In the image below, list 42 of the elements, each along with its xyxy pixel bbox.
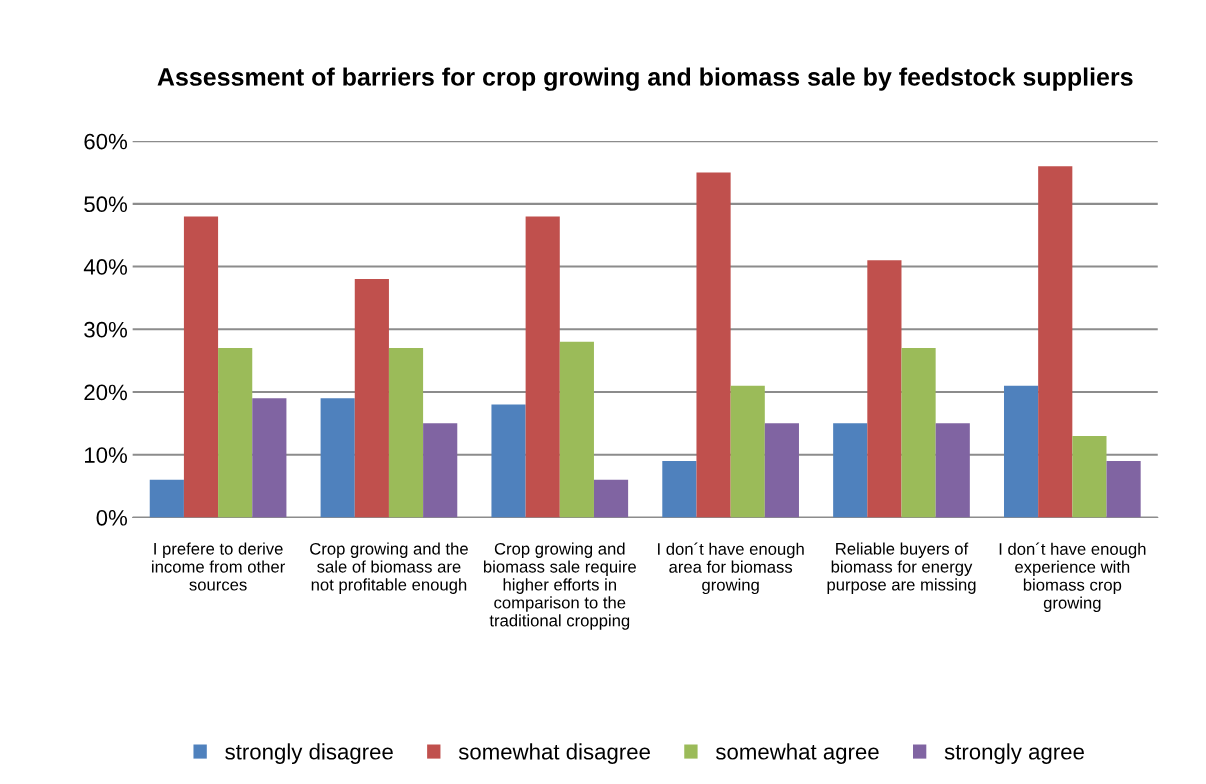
legend-label: somewhat agree [715, 743, 879, 764]
bar [1106, 460, 1141, 518]
y-tick-label: 60% [84, 133, 128, 150]
y-tick-label: 20% [84, 384, 128, 401]
bar [593, 479, 629, 518]
bar [833, 423, 868, 518]
y-tick-label: 0% [96, 509, 128, 526]
y-tick-label: 10% [85, 447, 128, 463]
bar [388, 348, 424, 518]
bar [764, 423, 799, 518]
bar [354, 279, 389, 518]
y-tick-label: 40% [83, 259, 128, 275]
x-tick-label: Crop growing and the sale of biomass are not profitable enough [310, 542, 468, 594]
bar [149, 479, 184, 518]
x-tick-label: Crop growing and biomass sale require higher efforts in comparison to the traditional cropping [483, 542, 636, 630]
x-tick-label: Reliable buyers of biomass for energy purpose are missing [827, 542, 976, 594]
bar [1003, 385, 1039, 518]
bar [423, 423, 458, 518]
bar [183, 216, 219, 518]
bar [525, 216, 560, 518]
x-tick-label: I prefere to derive income from other sources [152, 542, 285, 591]
bar [252, 398, 287, 518]
bar [730, 385, 765, 518]
y-tick-label: 50% [84, 196, 128, 213]
bar [867, 260, 902, 518]
legend-label: somewhat disagree [458, 743, 650, 764]
bar [935, 423, 970, 518]
bar [218, 348, 253, 518]
bar [491, 404, 526, 518]
bar [662, 460, 697, 518]
bar [320, 398, 355, 518]
bar [1038, 166, 1073, 518]
legend-label: strongly disagree [225, 743, 393, 764]
x-tick-label: I don´t have enough experience with biomass crop growing [999, 542, 1146, 613]
legend-label: strongly agree [944, 743, 1084, 764]
chart-title: Assessment of barriers for crop growing and biomass sale by feedstock suppliers [157, 67, 1133, 91]
x-tick-label: I don´t have enough area for biomass growing [658, 542, 804, 595]
bar [559, 341, 594, 518]
bar [696, 172, 731, 518]
y-tick-label: 30% [84, 321, 128, 338]
bar [1072, 435, 1107, 518]
bar [901, 348, 936, 518]
